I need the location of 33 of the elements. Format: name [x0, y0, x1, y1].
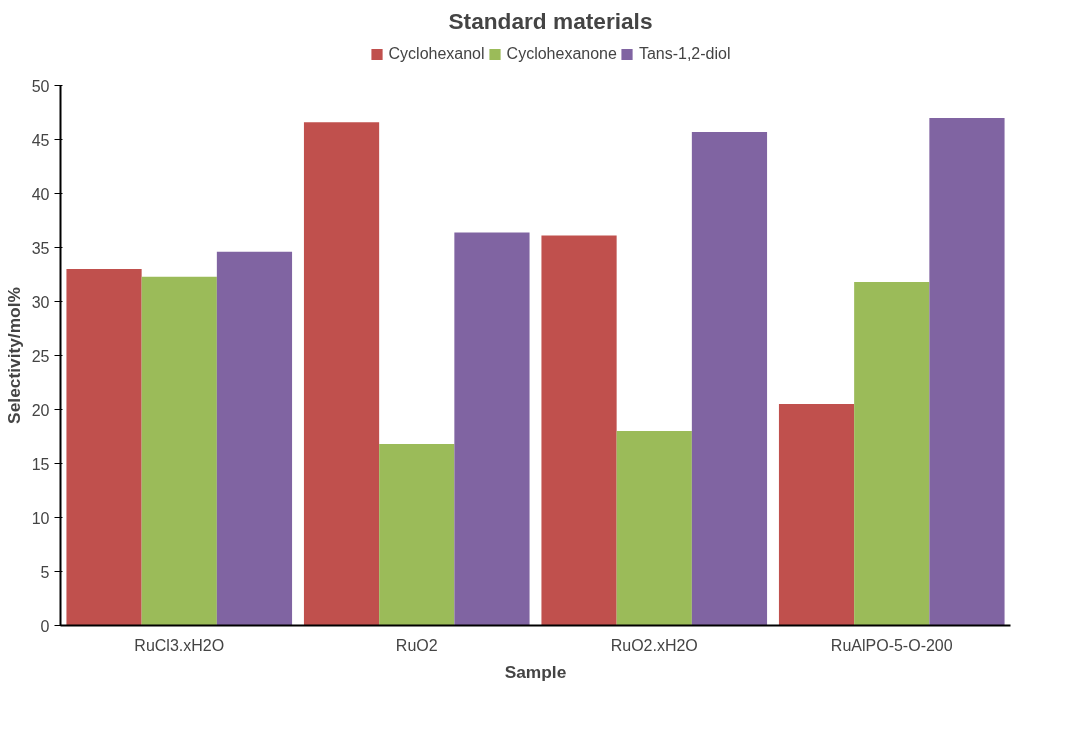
x-tick-label: RuAlPO-5-O-200	[830, 636, 953, 654]
bar	[778, 404, 855, 626]
y-tick-label: 5	[40, 563, 50, 581]
legend-label: Cyclohexanol	[388, 45, 485, 63]
chart-title: Standard materials	[448, 7, 653, 34]
x-axis-title: Sample	[504, 661, 567, 682]
x-tick-label: RuCl3.xH2O	[134, 636, 225, 654]
y-tick-label: 30	[31, 293, 50, 311]
bar	[66, 269, 142, 626]
bar	[854, 282, 930, 626]
y-tick-label: 25	[31, 347, 50, 365]
y-tick-label: 40	[31, 185, 50, 203]
y-tick-label: 10	[31, 509, 50, 527]
bar	[929, 117, 1005, 626]
y-tick-label: 20	[31, 401, 50, 419]
y-tick-label: 0	[40, 617, 50, 635]
bar	[541, 235, 617, 626]
y-axis-title: Selectivity/mol%	[3, 287, 24, 424]
bar	[691, 131, 768, 626]
bar	[454, 232, 530, 626]
legend-label: Tans-1,2-diol	[638, 45, 731, 63]
bar	[379, 444, 455, 626]
bar	[141, 276, 217, 626]
legend-label: Cyclohexanone	[506, 45, 617, 63]
y-tick-label: 15	[31, 455, 50, 473]
x-tick-label: RuO2	[395, 636, 438, 654]
bar	[216, 251, 293, 626]
y-tick-label: 45	[31, 131, 50, 149]
bar	[616, 431, 692, 626]
x-tick-label: RuO2.xH2O	[610, 636, 698, 654]
y-tick-label: 50	[31, 77, 50, 95]
bar	[303, 122, 380, 626]
y-tick-label: 35	[31, 239, 50, 257]
